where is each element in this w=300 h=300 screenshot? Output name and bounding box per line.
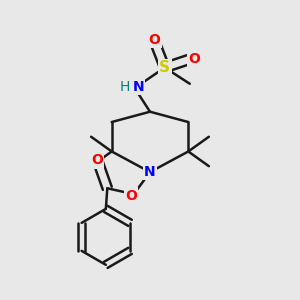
- Text: O: O: [91, 153, 103, 167]
- Text: O: O: [125, 189, 137, 202]
- Text: H: H: [120, 80, 130, 94]
- Text: O: O: [188, 52, 200, 66]
- Text: N: N: [132, 80, 144, 94]
- Text: O: O: [148, 33, 160, 46]
- Text: N: N: [144, 165, 156, 179]
- Text: S: S: [159, 60, 170, 75]
